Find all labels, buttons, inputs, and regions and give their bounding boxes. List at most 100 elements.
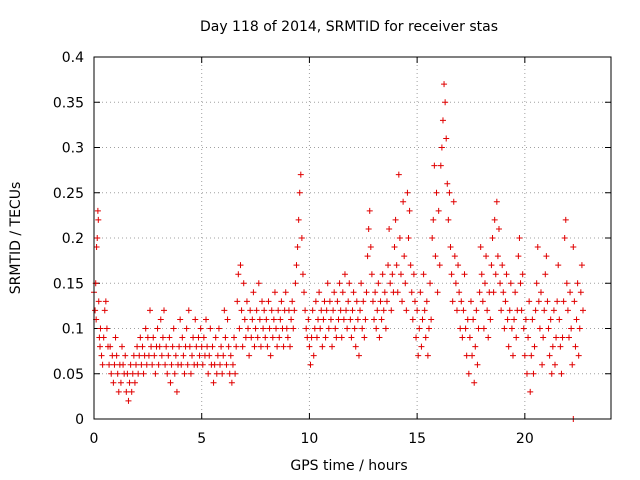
y-axis-label: SRMTID / TECUs	[8, 182, 24, 295]
data-point	[408, 289, 415, 296]
data-point	[222, 334, 229, 341]
data-point	[311, 325, 318, 332]
data-point	[225, 343, 232, 350]
data-point	[443, 135, 450, 142]
y-tick-label: 0	[75, 412, 84, 428]
data-point	[313, 334, 320, 341]
y-tick-label: 0.1	[62, 322, 84, 338]
data-point	[315, 316, 322, 323]
data-point	[381, 289, 388, 296]
data-point	[307, 361, 314, 368]
data-point	[122, 352, 129, 359]
data-point	[278, 298, 285, 305]
x-tick-label: 15	[408, 431, 426, 447]
data-point	[133, 361, 140, 368]
data-point	[553, 334, 560, 341]
data-point	[396, 235, 403, 241]
data-point	[430, 216, 437, 223]
data-point	[189, 352, 196, 359]
data-point	[516, 235, 523, 241]
data-point	[549, 343, 556, 350]
data-point	[401, 253, 408, 260]
data-point	[271, 289, 278, 296]
data-point	[341, 271, 348, 278]
data-point	[388, 307, 395, 314]
data-point	[157, 316, 164, 323]
data-point	[492, 271, 499, 278]
data-point	[154, 325, 161, 332]
data-point	[163, 343, 170, 350]
data-point	[343, 307, 350, 314]
data-point	[534, 244, 541, 251]
data-point	[575, 352, 582, 359]
data-point	[556, 316, 563, 323]
data-point	[436, 262, 443, 269]
data-point	[544, 298, 551, 305]
data-point	[402, 280, 409, 287]
data-point	[147, 307, 154, 314]
data-point	[273, 325, 280, 332]
data-point	[130, 352, 137, 359]
data-point	[442, 99, 449, 106]
data-point	[292, 280, 299, 287]
data-point	[232, 370, 239, 377]
data-point	[470, 316, 477, 323]
data-point	[344, 325, 351, 332]
data-point	[321, 298, 328, 305]
data-point	[323, 307, 330, 314]
data-point	[395, 171, 402, 178]
data-point	[537, 289, 544, 296]
data-point	[266, 325, 273, 332]
data-point	[155, 361, 162, 368]
data-point	[176, 343, 183, 350]
data-point	[572, 343, 579, 350]
data-point	[288, 316, 295, 323]
data-point	[372, 289, 379, 296]
data-point	[215, 325, 222, 332]
data-point	[320, 316, 327, 323]
data-point	[129, 370, 136, 377]
data-point	[316, 289, 323, 296]
data-point	[303, 325, 310, 332]
data-point	[364, 253, 371, 260]
data-point	[333, 334, 340, 341]
data-point	[246, 352, 253, 359]
data-point	[463, 352, 470, 359]
data-point	[576, 325, 583, 332]
data-point	[451, 253, 458, 260]
data-point	[241, 316, 248, 323]
data-point	[561, 235, 568, 241]
data-point	[450, 198, 457, 205]
data-point	[158, 352, 165, 359]
data-point	[452, 280, 459, 287]
data-point	[145, 352, 152, 359]
data-point	[221, 307, 228, 314]
data-point	[493, 198, 500, 205]
data-point	[497, 280, 504, 287]
data-point	[168, 361, 175, 368]
data-point	[324, 280, 331, 287]
data-point	[150, 334, 157, 341]
data-point	[513, 334, 520, 341]
data-point	[507, 280, 514, 287]
data-point	[400, 198, 407, 205]
data-point	[302, 307, 309, 314]
data-point	[308, 334, 315, 341]
data-point	[465, 370, 472, 377]
data-point	[126, 379, 133, 386]
data-point	[312, 298, 319, 305]
data-point	[261, 307, 268, 314]
data-point	[358, 280, 365, 287]
data-point	[98, 352, 105, 359]
data-point	[578, 262, 585, 269]
data-point	[508, 325, 515, 332]
data-point	[111, 361, 118, 368]
data-point	[509, 352, 516, 359]
data-point	[194, 361, 201, 368]
data-point	[197, 325, 204, 332]
data-point	[366, 207, 373, 214]
data-point	[144, 334, 151, 341]
data-point	[270, 316, 277, 323]
data-point	[504, 316, 511, 323]
